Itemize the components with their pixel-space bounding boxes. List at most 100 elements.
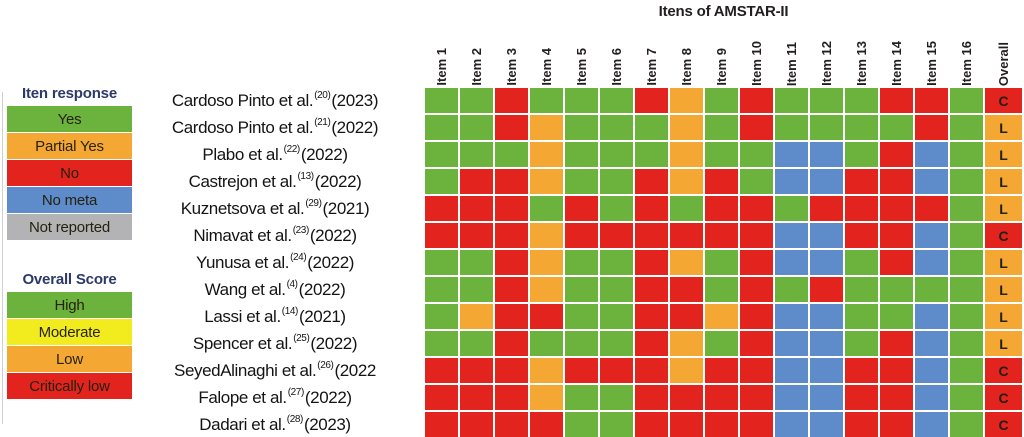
column-header-label: Item 15: [924, 41, 939, 86]
grid-cell-row3-item8: [670, 142, 703, 167]
study-year: (2022): [314, 171, 362, 191]
grid-cell-row6-item15: [915, 223, 948, 248]
grid-cell-row2-item7: [635, 115, 668, 140]
grid-cell-row5-item7: [635, 196, 668, 221]
grid-cell-row13-item16: [950, 412, 983, 437]
column-header-item-5: Item 5: [565, 16, 598, 86]
grid-cell-row7-item10: [740, 250, 773, 275]
study-year: (2022): [310, 333, 358, 353]
legend-swatch-yes: Yes: [7, 106, 132, 132]
grid-cell-row10-item1: [425, 331, 458, 356]
column-header-item-1: Item 1: [425, 16, 458, 86]
grid-cell-row9-item13: [845, 304, 878, 329]
grid-cell-row9-item3: [495, 304, 528, 329]
grid-cell-row13-item10: [740, 412, 773, 437]
study-reference-superscript: (21): [314, 117, 331, 128]
legend-swatch-moderate: Moderate: [7, 319, 132, 345]
figure-left-edge-line: [2, 92, 3, 424]
grid-cell-row7-item14: [880, 250, 913, 275]
grid-cell-row10-item2: [460, 331, 493, 356]
grid-cell-row10-item15: [915, 331, 948, 356]
grid-cell-row4-item2: [460, 169, 493, 194]
grid-cell-row8-item11: [775, 277, 808, 302]
legend-swatch-low: Low: [7, 346, 132, 372]
legend-swatch-not-reported: Not reported: [7, 214, 132, 240]
figure-title: Itens of AMSTAR-II: [658, 3, 789, 20]
column-header-item-14: Item 14: [880, 16, 913, 86]
grid-cell-row11-item13: [845, 358, 878, 383]
grid-cell-row7-item12: [810, 250, 843, 275]
grid-cell-row11-overall: C: [985, 358, 1022, 383]
grid-cell-row11-item7: [635, 358, 668, 383]
grid-cell-row8-item2: [460, 277, 493, 302]
grid-cell-row8-item12: [810, 277, 843, 302]
grid-cell-row4-item14: [880, 169, 913, 194]
grid-cell-row5-item16: [950, 196, 983, 221]
study-name: Spencer et al.: [192, 333, 293, 353]
study-label: Spencer et al. (25) (2022): [128, 331, 422, 356]
grid-cell-row9-item11: [775, 304, 808, 329]
grid-cell-row5-overall: L: [985, 196, 1022, 221]
grid-cell-row4-item4: [530, 169, 563, 194]
grid-cell-row8-item3: [495, 277, 528, 302]
grid-cell-row6-item11: [775, 223, 808, 248]
grid-cell-row2-item13: [845, 115, 878, 140]
grid-cell-row10-overall: L: [985, 331, 1022, 356]
study-name: Kuznetsova et al.: [180, 198, 305, 218]
grid-cell-row3-overall: L: [985, 142, 1022, 167]
grid-cell-row1-item11: [775, 88, 808, 113]
grid-cell-row4-item1: [425, 169, 458, 194]
grid-cell-row12-item7: [635, 385, 668, 410]
grid-cell-row12-item8: [670, 385, 703, 410]
grid-cell-row1-item2: [460, 88, 493, 113]
grid-cell-row13-item2: [460, 412, 493, 437]
grid-cell-row10-item9: [705, 331, 738, 356]
column-header-label: Item 6: [609, 48, 624, 86]
grid-cell-row4-item12: [810, 169, 843, 194]
grid-cell-row12-item2: [460, 385, 493, 410]
column-header-item-8: Item 8: [670, 16, 703, 86]
grid-cell-row2-item1: [425, 115, 458, 140]
grid-cell-row1-item4: [530, 88, 563, 113]
grid-cell-row4-item7: [635, 169, 668, 194]
grid-cell-row8-item5: [565, 277, 598, 302]
grid-cell-row5-item14: [880, 196, 913, 221]
legend-item-response-items: Yes Partial Yes No No meta Not reported: [7, 106, 132, 240]
legend-item-response: Iten response Yes Partial Yes No No meta Not…: [7, 85, 132, 241]
grid-cell-row13-item7: [635, 412, 668, 437]
column-header-label: Item 4: [539, 48, 554, 86]
grid-cell-row11-item9: [705, 358, 738, 383]
grid-cell-row2-overall: L: [985, 115, 1022, 140]
grid-cell-row8-item1: [425, 277, 458, 302]
grid-cell-row11-item14: [880, 358, 913, 383]
grid-cell-row6-item3: [495, 223, 528, 248]
column-header-item-3: Item 3: [495, 16, 528, 86]
column-header-item-16: Item 16: [950, 16, 983, 86]
column-header-item-6: Item 6: [600, 16, 633, 86]
grid-cell-row11-item2: [460, 358, 493, 383]
grid-cell-row5-item6: [600, 196, 633, 221]
legend-swatch-label: High: [54, 296, 85, 314]
grid-cell-row1-item7: [635, 88, 668, 113]
grid-cell-row9-overall: L: [985, 304, 1022, 329]
grid-cell-row3-item9: [705, 142, 738, 167]
grid-cell-row1-item8: [670, 88, 703, 113]
grid-cell-row8-item15: [915, 277, 948, 302]
grid-cell-row8-item4: [530, 277, 563, 302]
grid-cell-row6-overall: C: [985, 223, 1022, 248]
study-year: (2023): [303, 414, 351, 434]
study-year: (2021): [298, 306, 346, 326]
legend-swatch-partial-yes: Partial Yes: [7, 133, 132, 159]
grid-cell-row6-item13: [845, 223, 878, 248]
grid-cell-row7-item2: [460, 250, 493, 275]
study-name: Cardoso Pinto et al.: [171, 117, 314, 137]
legend-swatch-label: Not reported: [29, 218, 110, 236]
grid-cell-row10-item5: [565, 331, 598, 356]
grid-cell-row10-item13: [845, 331, 878, 356]
grid-cell-row5-item11: [775, 196, 808, 221]
grid-cell-row9-item7: [635, 304, 668, 329]
study-label: SeyedAlinaghi et al. (26) (2022: [128, 358, 422, 383]
grid-cell-row5-item13: [845, 196, 878, 221]
grid-cell-row12-item4: [530, 385, 563, 410]
grid-cell-row3-item13: [845, 142, 878, 167]
